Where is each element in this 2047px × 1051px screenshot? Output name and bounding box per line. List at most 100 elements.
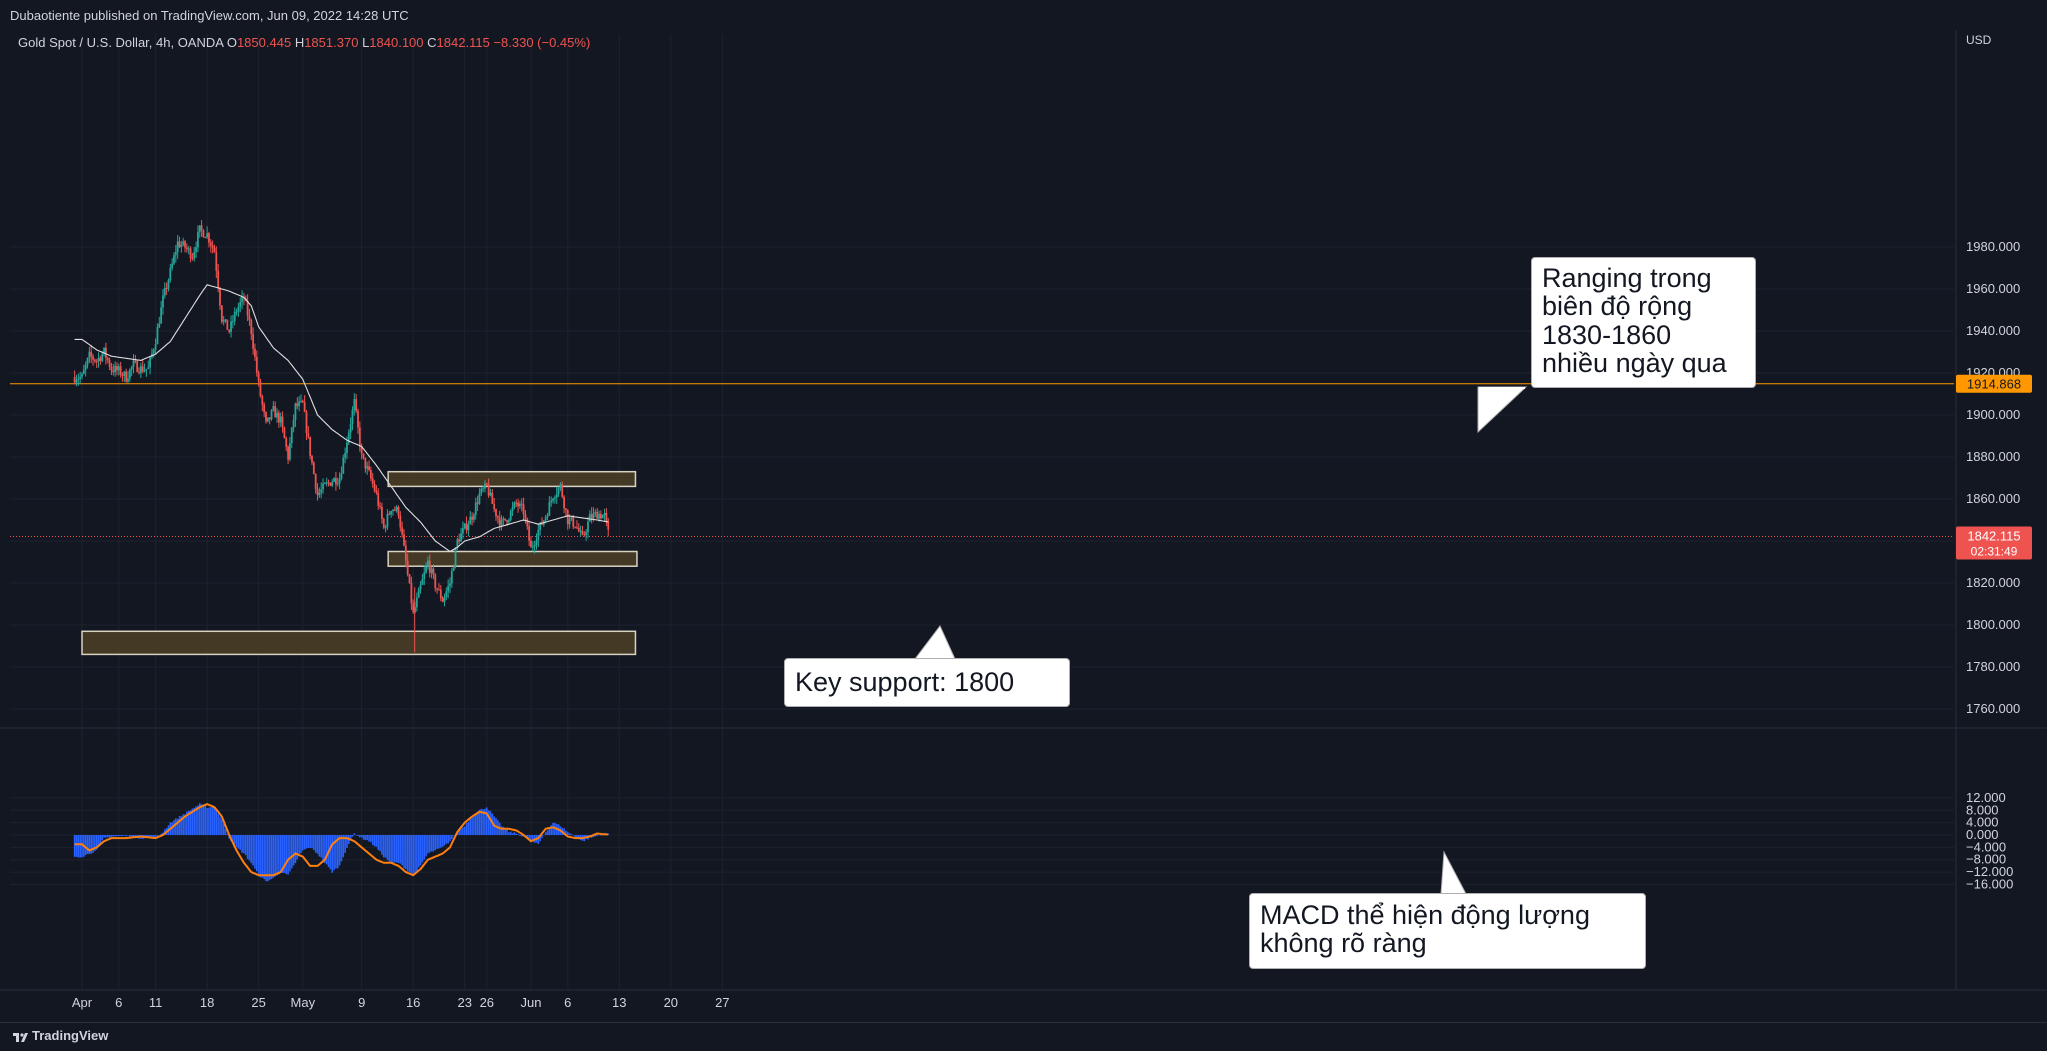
candle-body	[461, 528, 464, 534]
candle-body	[145, 368, 148, 371]
axes: USD1980.0001960.0001940.0001920.0001900.…	[72, 33, 2032, 1010]
candle-body	[335, 478, 337, 485]
candle-body	[130, 366, 133, 370]
candle-body	[167, 280, 170, 289]
candle-body	[178, 241, 181, 248]
candle-body	[105, 347, 107, 358]
candle-body	[202, 230, 205, 238]
candle-body	[434, 574, 437, 589]
candle-body	[599, 514, 602, 519]
candle-body	[154, 344, 157, 350]
candle-body	[333, 478, 335, 482]
candle-body	[425, 566, 427, 573]
candle-body	[511, 507, 514, 512]
price-tick-label: 1800.000	[1966, 617, 2020, 632]
candle-body	[428, 560, 431, 573]
candle-body	[443, 596, 446, 602]
candle-body	[158, 323, 161, 328]
candle-body	[329, 482, 332, 486]
candle-body	[515, 502, 518, 504]
candle-body	[452, 566, 455, 571]
candle-body	[90, 351, 93, 357]
candle-body	[419, 584, 422, 590]
time-tick-label: 13	[612, 995, 626, 1010]
time-tick-label: 25	[251, 995, 265, 1010]
candle-body	[338, 479, 341, 484]
macd-tick-label: 4.000	[1966, 815, 1999, 830]
chart-area[interactable]: USD1980.0001960.0001940.0001920.0001900.…	[0, 30, 2047, 1022]
candle-body	[81, 373, 83, 377]
candle-body	[287, 446, 289, 460]
candle-body	[454, 547, 457, 567]
candle-body	[358, 427, 361, 447]
candle-body	[163, 287, 166, 296]
support-annotation: Key support: 1800	[784, 658, 1070, 707]
macd-tick-label: −4.000	[1966, 839, 2006, 854]
candle-body	[410, 583, 413, 604]
candle-body	[84, 364, 87, 370]
candle-body	[340, 473, 343, 480]
time-tick-label: 11	[149, 995, 163, 1010]
candle-body	[544, 517, 547, 521]
time-tick-label: Apr	[72, 995, 93, 1010]
time-tick-label: 9	[358, 995, 365, 1010]
candle-body	[237, 306, 240, 312]
candle-body	[162, 295, 164, 308]
resistance-price-tag-text: 1914.868	[1967, 376, 2021, 391]
candle-body	[219, 288, 221, 306]
ranging-line-2: biên độ rộng	[1542, 291, 1693, 322]
candle-body	[408, 574, 411, 584]
symbol-label: Gold Spot / U.S. Dollar, 4h, OANDA O1850…	[18, 35, 590, 50]
tradingview-logo-icon[interactable]	[12, 1028, 30, 1046]
price-tick-label: 1880.000	[1966, 449, 2020, 464]
candle-body	[369, 469, 372, 479]
candle-body	[233, 312, 236, 322]
candle-body	[522, 504, 525, 515]
candle-body	[342, 457, 345, 474]
candle-body	[138, 371, 140, 373]
candle-body	[255, 356, 258, 373]
candle-body	[141, 366, 144, 372]
candle-body	[519, 503, 521, 507]
candle-body	[309, 436, 312, 456]
candle-body	[397, 506, 400, 516]
candle-body	[469, 516, 472, 525]
candle-body	[403, 534, 405, 546]
time-tick-label: 20	[664, 995, 678, 1010]
candle-body	[366, 466, 369, 469]
candle-body	[298, 401, 301, 407]
tradingview-brand[interactable]: TradingView	[32, 1028, 109, 1043]
candle-body	[274, 406, 277, 418]
candle-body	[598, 514, 600, 519]
last-price-tag	[1956, 526, 2032, 560]
candle-body	[88, 351, 91, 359]
candle-body	[211, 245, 214, 248]
candle-body	[592, 513, 595, 519]
candle-body	[149, 357, 151, 368]
candle-body	[103, 347, 105, 355]
candle-body	[290, 427, 293, 444]
candle-body	[82, 369, 85, 374]
candle-body	[318, 492, 321, 496]
candle-body	[92, 356, 94, 360]
candle-body	[596, 511, 599, 519]
candle-body	[406, 560, 409, 575]
candle-body	[381, 506, 383, 519]
candle-body	[189, 248, 192, 259]
candle-body	[296, 403, 299, 407]
candle-body	[438, 589, 440, 591]
candle-body	[193, 251, 196, 259]
candle-body	[502, 518, 505, 521]
candle-body	[132, 360, 135, 367]
candle-body	[228, 329, 231, 332]
candle-body	[191, 258, 194, 260]
candle-body	[371, 478, 374, 484]
candles	[73, 220, 610, 653]
candle-body	[500, 520, 503, 526]
candle-body	[197, 232, 199, 248]
candle-body	[187, 248, 190, 250]
candle-body	[379, 505, 381, 507]
candle-body	[386, 513, 389, 528]
candle-body	[375, 490, 378, 493]
candle-body	[496, 516, 499, 518]
